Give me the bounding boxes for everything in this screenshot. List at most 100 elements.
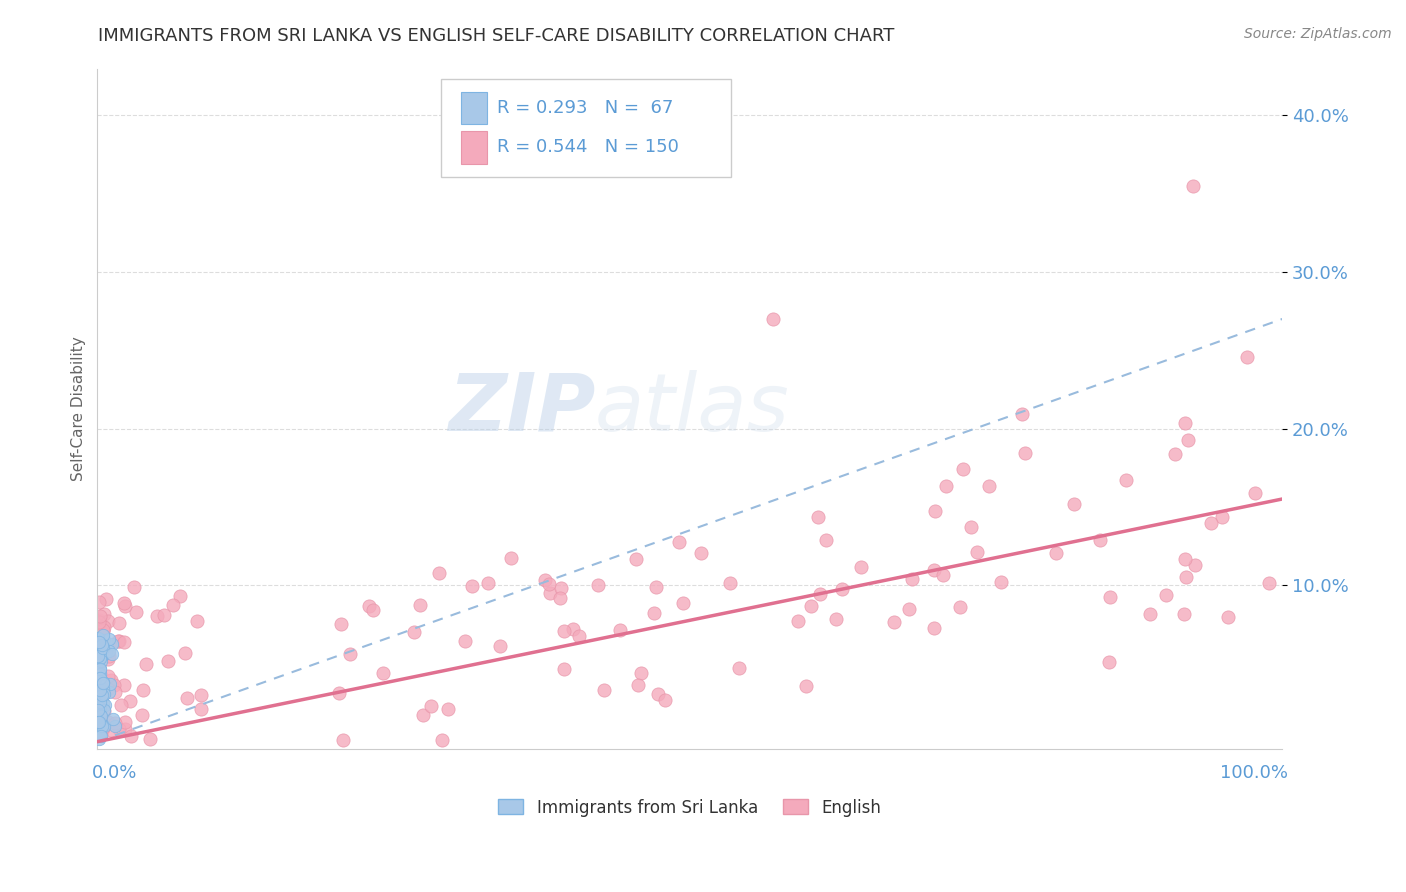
Point xyxy=(630,665,652,680)
Legend: Immigrants from Sri Lanka, English: Immigrants from Sri Lanka, English xyxy=(492,792,887,823)
Point xyxy=(371,665,394,680)
FancyBboxPatch shape xyxy=(461,131,486,164)
Point xyxy=(89,666,111,681)
Point xyxy=(98,676,121,690)
Point xyxy=(100,673,122,687)
Point xyxy=(624,552,647,566)
Point xyxy=(90,699,112,714)
Point xyxy=(437,702,460,716)
Text: R = 0.293   N =  67: R = 0.293 N = 67 xyxy=(496,99,673,117)
Point xyxy=(568,630,591,644)
Point xyxy=(89,662,111,676)
Point xyxy=(89,668,111,682)
Point xyxy=(668,535,690,549)
Point xyxy=(762,312,785,326)
Point xyxy=(89,651,111,665)
Text: 0.0%: 0.0% xyxy=(91,764,136,782)
Point xyxy=(800,599,823,613)
Point xyxy=(409,598,432,612)
Point xyxy=(1011,407,1033,421)
Point xyxy=(1014,446,1036,460)
Point xyxy=(807,509,830,524)
Point xyxy=(135,657,157,671)
Point xyxy=(87,644,110,658)
Point xyxy=(91,624,114,638)
Point xyxy=(1211,510,1233,524)
Point xyxy=(104,685,127,699)
Point xyxy=(87,715,110,730)
Point xyxy=(89,727,111,741)
Point xyxy=(690,546,713,560)
Point xyxy=(93,719,115,733)
Point xyxy=(89,608,111,623)
Point xyxy=(328,686,350,700)
Point xyxy=(90,728,112,742)
Point xyxy=(1216,610,1239,624)
Point xyxy=(538,585,561,599)
Point xyxy=(548,591,571,605)
Point xyxy=(103,712,125,726)
Point xyxy=(122,580,145,594)
Point xyxy=(169,589,191,603)
Point xyxy=(87,614,110,628)
Point xyxy=(419,698,441,713)
Point xyxy=(430,733,453,747)
Point xyxy=(186,614,208,628)
Point xyxy=(114,722,136,736)
Point xyxy=(534,574,557,588)
Point xyxy=(728,661,751,675)
Point xyxy=(672,596,695,610)
Point xyxy=(90,655,112,669)
Point xyxy=(359,599,381,613)
Point xyxy=(627,677,650,691)
Point xyxy=(588,577,610,591)
Point xyxy=(90,683,112,698)
Point xyxy=(91,623,114,637)
Point xyxy=(90,709,112,723)
Point xyxy=(87,683,110,698)
Point xyxy=(131,708,153,723)
Point xyxy=(87,660,110,674)
Text: 100.0%: 100.0% xyxy=(1220,764,1288,782)
Point xyxy=(97,614,120,628)
Point xyxy=(121,729,143,743)
Point xyxy=(90,639,112,653)
Point xyxy=(90,636,112,650)
Point xyxy=(1063,497,1085,511)
Point xyxy=(146,608,169,623)
Text: atlas: atlas xyxy=(595,370,790,448)
Point xyxy=(91,690,114,704)
Point xyxy=(93,632,115,647)
Point xyxy=(89,647,111,661)
Point xyxy=(1174,552,1197,566)
Point xyxy=(501,551,523,566)
Point xyxy=(93,687,115,701)
Point xyxy=(139,732,162,747)
Point xyxy=(89,667,111,681)
Point xyxy=(1236,350,1258,364)
Point xyxy=(453,634,475,648)
Point xyxy=(87,632,110,646)
Point xyxy=(460,578,482,592)
Point xyxy=(898,602,921,616)
Point xyxy=(87,681,110,695)
Point xyxy=(132,682,155,697)
Text: IMMIGRANTS FROM SRI LANKA VS ENGLISH SELF-CARE DISABILITY CORRELATION CHART: IMMIGRANTS FROM SRI LANKA VS ENGLISH SEL… xyxy=(98,27,894,45)
Point xyxy=(849,560,872,574)
Point xyxy=(1098,590,1121,604)
Point xyxy=(831,582,853,596)
Point xyxy=(922,621,945,635)
Point xyxy=(1139,607,1161,622)
Point xyxy=(553,661,575,675)
Text: R = 0.544   N = 150: R = 0.544 N = 150 xyxy=(496,138,679,156)
Point xyxy=(952,462,974,476)
Point xyxy=(883,615,905,629)
Point xyxy=(794,679,817,693)
FancyBboxPatch shape xyxy=(461,92,486,124)
Point xyxy=(89,662,111,676)
Point xyxy=(1177,433,1199,447)
Point xyxy=(1175,570,1198,584)
Point xyxy=(89,711,111,725)
Point xyxy=(107,634,129,648)
Point xyxy=(1115,474,1137,488)
